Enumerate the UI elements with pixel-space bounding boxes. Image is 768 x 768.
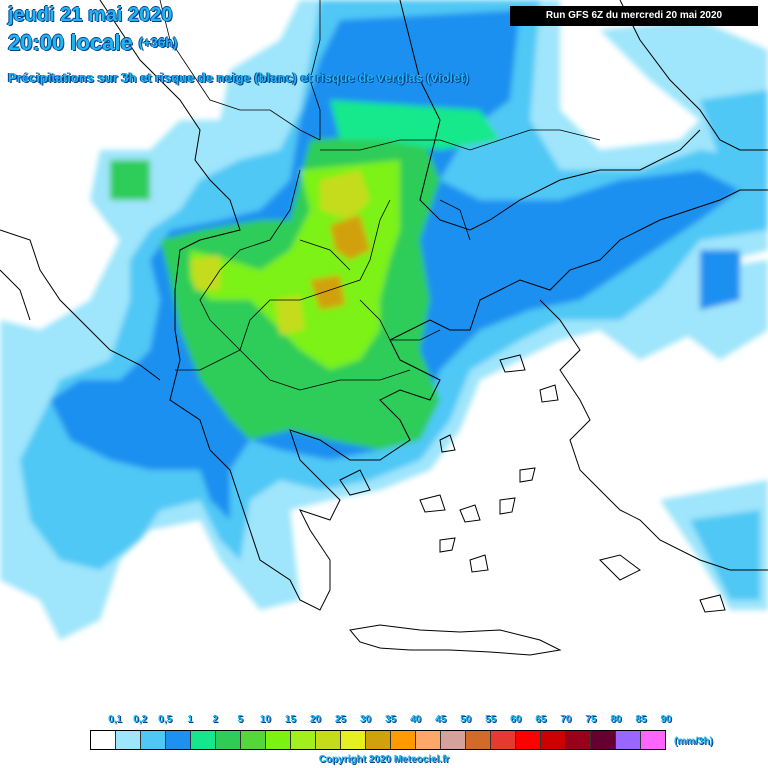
legend-value: 45 [435, 714, 447, 725]
legend-color-bar [90, 730, 666, 750]
legend-value: 0,1 [108, 714, 122, 725]
legend-swatch [541, 731, 566, 749]
forecast-time: 20:00 locale (+36h) [8, 30, 177, 56]
legend-value: 60 [510, 714, 522, 725]
legend-value: 50 [460, 714, 472, 725]
legend-swatch [116, 731, 141, 749]
legend-value: 65 [535, 714, 547, 725]
legend-value: 80 [610, 714, 622, 725]
legend-value: 25 [334, 714, 346, 725]
legend-swatch [391, 731, 416, 749]
legend-value: 0,2 [133, 714, 148, 725]
country-borders [159, 0, 601, 391]
run-info-badge: Run GFS 6Z du mercredi 20 mai 2020 [510, 6, 758, 26]
legend-value: 30 [359, 714, 372, 725]
legend-swatch [366, 731, 391, 749]
copyright: Copyright 2020 Meteociel.fr [318, 754, 450, 765]
legend-value: 35 [384, 714, 397, 725]
legend-swatch [566, 731, 591, 749]
legend-value: 0,5 [158, 714, 173, 725]
legend-value: 40 [410, 714, 422, 725]
legend-swatch [241, 731, 266, 749]
legend-value: 55 [485, 714, 497, 725]
forecast-time-text: 20:00 locale [8, 30, 133, 55]
legend-swatch [341, 731, 366, 749]
legend-swatch [191, 731, 216, 749]
legend-swatch [491, 731, 516, 749]
legend-swatch [91, 731, 116, 749]
legend-value: 1 [187, 714, 193, 725]
legend-values: 0,1 0,2 0,5 1 2 5 10 15 20 25 30 35 40 45 50 55 60 65 70 75… [90, 714, 672, 728]
lead-time: (+36h) [138, 35, 178, 50]
map-subtitle: Précipitations sur 3h et risque de neige… [8, 70, 469, 85]
legend-value: 2 [212, 714, 218, 725]
legend-value: 90 [660, 714, 672, 725]
legend-swatch [641, 731, 665, 749]
legend-unit: (mm/3h) [674, 736, 713, 747]
legend-value: 10 [259, 714, 271, 725]
legend-swatch [216, 731, 241, 749]
legend-value: 75 [585, 714, 597, 725]
coastlines [0, 0, 768, 656]
legend-value: 85 [635, 714, 647, 725]
legend-value: 5 [237, 714, 244, 725]
precipitation-field [0, 0, 768, 640]
forecast-date: jeudi 21 mai 2020 [8, 4, 173, 26]
legend-swatch [166, 731, 191, 749]
legend-swatch [416, 731, 441, 749]
legend-value: 20 [309, 714, 321, 725]
legend-swatch [316, 731, 341, 749]
legend-swatch [291, 731, 316, 749]
legend-swatch [141, 731, 166, 749]
legend-swatch [616, 731, 641, 749]
legend-swatch [516, 731, 541, 749]
legend-swatch [591, 731, 616, 749]
legend-swatch [266, 731, 291, 749]
legend-value: 70 [560, 714, 572, 725]
legend-value: 15 [284, 714, 296, 725]
legend-swatch [466, 731, 491, 749]
legend-swatch [441, 731, 466, 749]
